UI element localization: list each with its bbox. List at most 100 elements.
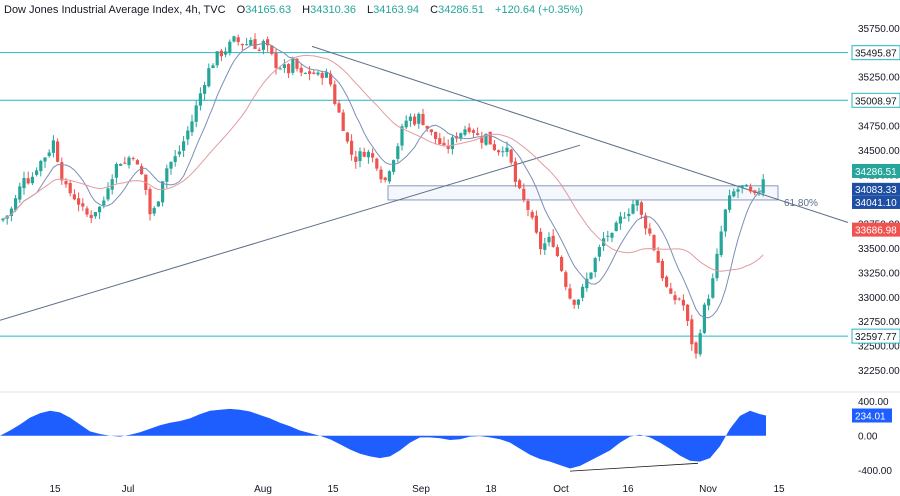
candle-body [240,43,244,46]
candle-body [539,231,543,250]
price-tick-label: 32750.00 [858,317,900,328]
candle-body [135,160,139,165]
candle-body [711,278,715,298]
candle-body [324,72,328,78]
candle-body [333,84,337,104]
candle-body [194,105,198,122]
candle-body [140,166,144,175]
level-price-label: 35008.97 [855,96,897,107]
level-price-box [851,92,900,108]
candle-body [337,103,341,113]
candle-body [215,51,219,66]
candle-body [677,298,681,300]
candle-body [740,185,744,188]
candle-body [408,116,412,121]
close-value: 34286.51 [438,4,484,16]
candle-body [593,258,597,273]
candle-body [715,253,719,279]
candle-body [534,215,538,233]
change-value: +120.64 (+0.35%) [495,4,584,16]
time-axis: 15 Jul Aug 15 Sep 18 Oct 16 Nov 15 [49,484,785,495]
zone-bottom-price-box [852,195,900,209]
current-price-box [852,163,900,178]
low-value: 34163.94 [373,4,420,16]
candle-body [551,235,555,247]
time-tick-label: 15 [773,484,785,495]
candle-body [610,232,614,238]
candle-body [303,72,307,74]
candle-body [618,216,622,224]
candle-body [291,59,295,73]
candle-body [442,142,446,146]
price-tick-label: 34500.00 [858,146,900,157]
candle-body [312,72,316,74]
candle-body [690,319,694,345]
candle-body [81,203,85,207]
candle-body [753,190,757,194]
oscillator-value-box [852,408,892,423]
candle-body [236,37,240,43]
oscillator-panel [0,408,766,472]
candle-body [518,180,522,189]
candle-body [429,129,433,133]
candle-body [177,151,181,155]
candle-body [467,127,471,132]
candle-body [635,200,639,206]
candle-body [497,150,501,153]
candle-body [656,251,660,263]
price-axis: 35750.0035500.0035250.0035000.0034750.00… [851,24,900,477]
candle-body [152,207,156,214]
candle-body [387,171,391,182]
candle-body [413,116,417,125]
price-tick-label: 34750.00 [858,122,900,133]
candle-body [400,126,404,146]
candle-body [421,113,425,126]
candle-body [732,191,736,197]
candle-body [488,131,492,145]
candle-body [379,169,383,180]
open-value: 34165.63 [245,4,292,16]
candle-body [761,179,765,194]
time-tick-label: 16 [622,484,634,495]
candle-body [648,228,652,234]
low-label: L [367,4,374,16]
candle-body [371,153,375,158]
candle-body [513,161,517,182]
candle-body [89,214,93,219]
candle-body [345,132,349,142]
candle-body [14,198,18,211]
price-tick-label: 35250.00 [858,73,900,84]
oscillator-area [0,408,766,469]
candle-body [316,72,320,75]
candle-body [530,211,534,218]
candle-body [417,113,421,124]
symbol-title: Dow Jones Industrial Average Index, 4h, … [4,4,226,16]
candle-body [366,151,370,158]
candle-body [127,157,131,166]
candle-body [190,121,194,133]
candle-body [446,145,450,149]
candle-body [232,36,236,42]
high-value: 34310.36 [310,4,356,16]
level-price-label: 35495.87 [855,49,897,60]
level-lines: 61.80% [0,45,849,337]
candle-body [543,243,547,250]
time-tick-label: Aug [254,484,272,495]
candle-body [203,84,207,94]
candle-body [459,133,463,138]
candle-body [392,160,396,172]
candle-body [547,236,551,243]
support-zone [387,185,779,201]
candle-body [522,188,526,201]
candle-body [295,58,299,69]
candle-body [362,151,366,157]
candle-body [114,164,118,178]
candle-body [576,299,580,305]
candle-body [484,133,488,145]
candle-body [627,213,631,217]
candle-body [93,212,97,217]
candle-body [1,218,5,221]
candle-body [148,188,152,215]
time-tick-label: 15 [327,484,339,495]
